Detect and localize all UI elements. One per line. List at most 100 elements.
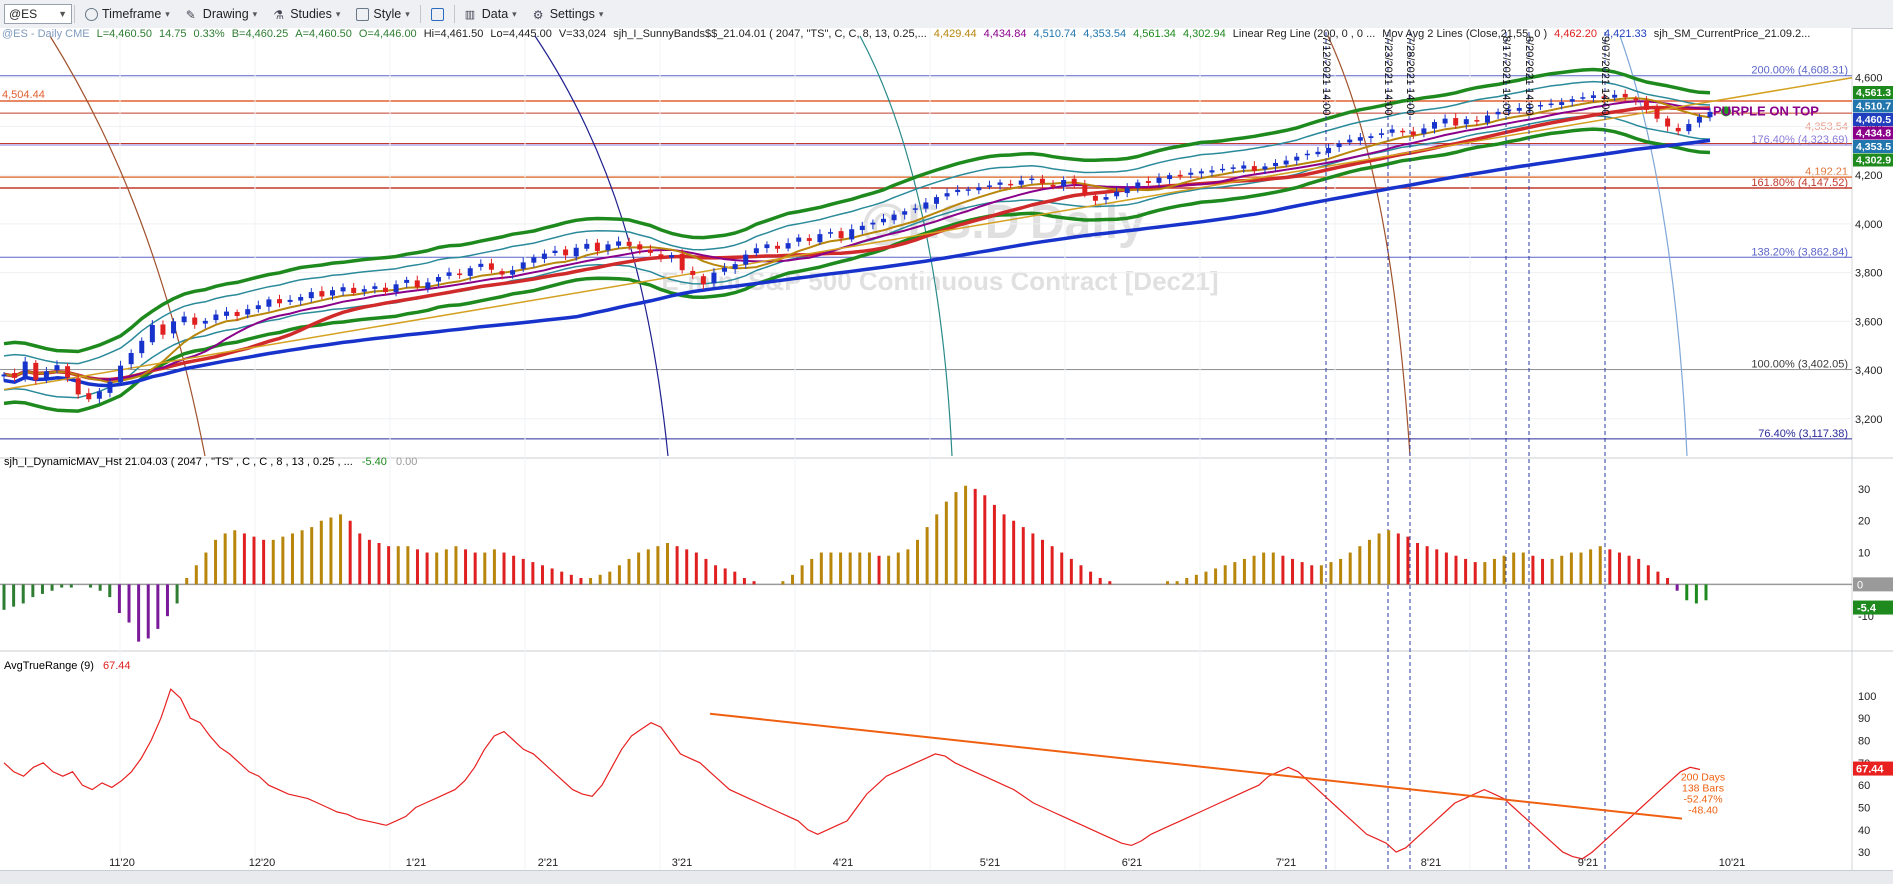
purple-on-top-annotation: PURPLE ON TOP	[1713, 104, 1819, 119]
arc-line	[49, 35, 206, 457]
price-bar-body	[54, 365, 60, 371]
price-bar-body	[1262, 166, 1268, 170]
data-label: Data	[481, 7, 509, 21]
price-bar-body	[393, 284, 399, 293]
price-bar-body	[1061, 180, 1067, 187]
trendline-label: -52.47%	[1683, 794, 1722, 806]
price-bar-body	[1082, 184, 1088, 195]
studies-label: Studies	[290, 7, 332, 21]
atr-value-box	[1853, 761, 1893, 776]
price-bar-body	[1675, 127, 1681, 132]
price-bar-body	[711, 272, 717, 284]
atr-title-text: AvgTrueRange (9)	[4, 660, 94, 672]
arc-line	[1327, 35, 1411, 457]
chevron-down-icon: ▼	[58, 9, 67, 19]
price-box-label: 4,302.9	[1856, 155, 1891, 167]
price-bar-body	[986, 185, 992, 187]
price-bar-body	[965, 189, 971, 191]
price-bar-body	[1654, 108, 1660, 119]
trendline-label: 138 Bars	[1682, 783, 1724, 795]
price-bar-body	[785, 243, 791, 249]
price-bar-body	[361, 289, 367, 292]
style-button[interactable]: Style ▾	[348, 3, 417, 25]
header-item: 4,353.54	[1083, 28, 1126, 40]
price-box	[1853, 126, 1893, 140]
studies-button[interactable]: ⚗ Studies ▾	[265, 3, 348, 25]
trendline-label: -48.40	[1688, 805, 1718, 817]
price-bar-body	[923, 202, 929, 209]
price-bar-body	[298, 296, 304, 301]
price-bar-body	[65, 366, 71, 378]
price-bar-body	[1379, 133, 1385, 135]
time-tick-label: 7'21	[1276, 857, 1296, 869]
price-bar-body	[1696, 116, 1702, 123]
price-tick-label: 4,000	[1855, 219, 1883, 231]
arc-line	[534, 35, 669, 457]
time-tick-label: 6'21	[1122, 857, 1142, 869]
price-bar-body	[372, 286, 378, 289]
watermark-description: E-mini S&P 500 Continuous Contract [Dec2…	[661, 266, 1218, 296]
drawing-label: Drawing	[202, 7, 249, 21]
price-box	[1853, 99, 1893, 113]
date-marker-label: 7/12/2021 14:00	[1320, 36, 1332, 116]
header-item: 0.33%	[193, 28, 224, 40]
price-tick-label: 3,400	[1855, 365, 1883, 377]
price-bar-body	[287, 299, 293, 302]
histogram-zero-label: 0	[1857, 579, 1863, 591]
price-bar-body	[838, 231, 844, 239]
price-bar-body	[171, 321, 177, 334]
price-bar-body	[1008, 183, 1014, 186]
price-bar-body	[764, 244, 770, 249]
time-tick-label: 10'21	[1719, 857, 1746, 869]
horizontal-scrollbar[interactable]	[0, 870, 1893, 884]
price-bar-body	[1431, 122, 1437, 129]
price-bar-body	[467, 268, 473, 276]
price-bar-body	[1347, 139, 1353, 143]
atr-tick-label: 60	[1858, 780, 1870, 792]
price-bar-body	[880, 218, 886, 223]
price-bar-body	[1294, 156, 1300, 161]
settings-button[interactable]: ⚙ Settings ▾	[525, 3, 612, 25]
price-bar-body	[12, 372, 18, 378]
price-bar-body	[1495, 111, 1501, 115]
style-label: Style	[373, 7, 402, 21]
price-bar-body	[245, 309, 251, 315]
chart-area[interactable]: @ES.D Daily E-mini S&P 500 Continuous Co…	[0, 28, 1893, 870]
header-item: 4,302.94	[1183, 28, 1226, 40]
price-bar-body	[859, 225, 865, 230]
price-bars	[1, 89, 1713, 404]
chart-background	[0, 28, 1852, 870]
time-tick-label: 9'21	[1578, 857, 1598, 869]
price-bar-body	[1315, 151, 1321, 155]
drawing-button[interactable]: ✎ Drawing ▾	[178, 3, 265, 25]
price-bar-body	[1707, 111, 1713, 118]
price-bar-body	[1273, 163, 1279, 167]
atr-tick-label: 80	[1858, 736, 1870, 748]
price-bar-body	[1220, 168, 1226, 171]
data-button[interactable]: ▥ Data ▾	[457, 3, 525, 25]
price-bar-body	[891, 214, 897, 221]
symbol-input[interactable]: @ES ▼	[4, 4, 72, 24]
arc-line	[1619, 35, 1688, 457]
atr-trendline	[709, 712, 1683, 820]
layout-button[interactable]	[423, 3, 452, 25]
price-bar-body	[1484, 115, 1490, 123]
header-item: Mov Avg 2 Lines (Close,21,55, 0 )	[1382, 28, 1547, 40]
header-item: sjh_I_SunnyBands$$_21.04.01 ( 2047, "TS"…	[613, 28, 927, 40]
price-bar-body	[510, 270, 516, 275]
price-bar-body	[277, 299, 283, 304]
price-bar-body	[584, 243, 590, 249]
price-bar-body	[563, 249, 569, 256]
header-item: 4,434.84	[984, 28, 1027, 40]
chevron-down-icon: ▾	[252, 8, 258, 19]
price-bar-body	[1410, 131, 1416, 136]
price-bar-body	[149, 324, 155, 343]
outer-band-upper	[3, 67, 1711, 354]
header-item: Hi=4,461.50	[424, 28, 484, 40]
price-bar-body	[679, 253, 685, 271]
price-bar-body	[1050, 184, 1056, 187]
timeframe-button[interactable]: Timeframe ▾	[77, 3, 178, 25]
price-bar-body	[478, 263, 484, 267]
price-bar-body	[382, 287, 388, 293]
price-bar-body	[1326, 147, 1332, 154]
